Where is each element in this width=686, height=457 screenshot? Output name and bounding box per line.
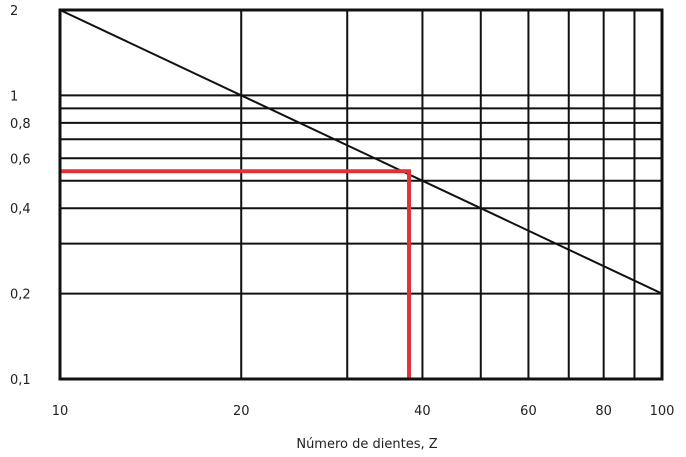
y-tick-label: 0,8 — [10, 117, 31, 132]
y-tick-label: 0,4 — [10, 202, 31, 217]
x-tick-label: 20 — [233, 404, 250, 419]
x-tick-label: 40 — [414, 404, 431, 419]
y-tick-label: 0,1 — [10, 373, 31, 388]
series-line — [59, 9, 663, 295]
reading-guide-line — [60, 169, 412, 379]
y-tick-label: 0,6 — [10, 152, 31, 167]
y-tick-label: 2 — [10, 4, 18, 19]
y-tick-label: 0,2 — [10, 288, 31, 303]
x-tick-label: 60 — [520, 404, 537, 419]
plot-frame — [58, 8, 664, 381]
x-tick-label: 100 — [650, 404, 675, 419]
y-tick-labels: 0,1 0,2 0,4 0,6 0,8 1 2 — [10, 4, 31, 388]
annotation-layer — [60, 169, 412, 379]
series-layer — [59, 9, 663, 295]
y-tick-label: 1 — [10, 89, 18, 104]
grid — [60, 10, 662, 379]
x-tick-label: 80 — [595, 404, 612, 419]
x-tick-labels: 10 20 40 60 80 100 — [52, 404, 675, 419]
x-tick-label: 10 — [52, 404, 69, 419]
x-axis-title: Número de dientes, Z — [296, 437, 437, 452]
